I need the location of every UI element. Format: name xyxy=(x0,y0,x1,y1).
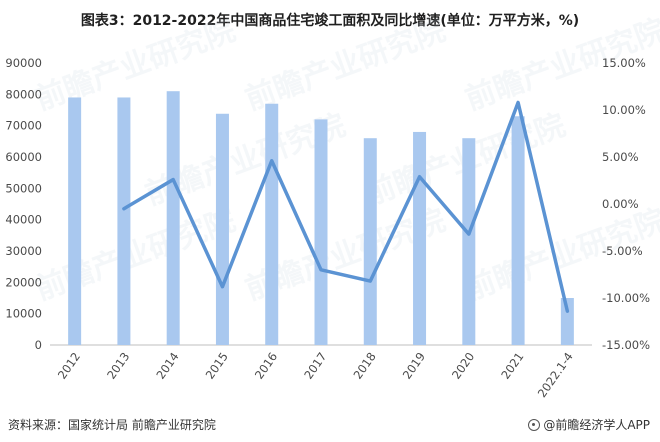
bar xyxy=(68,97,82,345)
left-axis-tick-label: 10000 xyxy=(5,307,42,321)
left-axis-ticks: 0 10000 20000 30000 40000 50000 60000 70000 8000… xyxy=(5,56,42,352)
x-axis-tick-label: 2020 xyxy=(449,350,477,382)
x-axis-tick-label: 2022.1-4 xyxy=(535,350,576,400)
left-axis-tick-label: 20000 xyxy=(5,275,42,289)
bar xyxy=(117,97,131,345)
left-axis-tick-label: 60000 xyxy=(5,150,42,164)
x-axis-tick-label: 2013 xyxy=(104,350,132,382)
brand-text: @前瞻经济学人APP xyxy=(543,418,650,432)
growth-line xyxy=(122,100,570,313)
left-axis-tick-label: 40000 xyxy=(5,213,42,227)
right-axis-tick-label: -5.00% xyxy=(602,244,643,258)
left-axis-tick-label: 0 xyxy=(35,338,42,352)
right-axis-tick-label: 0.00% xyxy=(602,197,639,211)
bar xyxy=(511,116,525,346)
x-axis-ticks: 2012 2013 2014 2015 2016 2017 2018 2019 2020 2021… xyxy=(55,350,576,400)
bar xyxy=(215,113,229,345)
qianzhan-logo-icon xyxy=(528,419,541,431)
x-axis-tick-label: 2015 xyxy=(203,350,231,382)
bar xyxy=(413,131,427,345)
bar xyxy=(363,138,377,345)
right-axis-tick-label: -10.00% xyxy=(602,291,650,305)
bar xyxy=(560,298,574,345)
left-axis-tick-label: 50000 xyxy=(5,181,42,195)
source-note: 资料来源：国家统计局 前瞻产业研究院 xyxy=(8,418,216,432)
x-axis-tick-label: 2018 xyxy=(350,350,378,382)
right-axis-tick-label: 10.00% xyxy=(602,103,646,117)
left-axis-tick-label: 70000 xyxy=(5,119,42,133)
x-axis-tick-label: 2019 xyxy=(400,350,428,382)
watermark-text: 前瞻产业研究院 xyxy=(241,13,450,118)
x-axis-tick-label: 2021 xyxy=(498,350,526,382)
x-axis-tick-label: 2014 xyxy=(153,350,181,382)
chart-title: 图表3：2012-2022年中国商品住宅竣工面积及同比增速(单位：万平方米，%) xyxy=(80,13,580,29)
x-axis-tick-label: 2017 xyxy=(301,350,329,382)
right-axis-ticks: -15.00% -10.00% -5.00% 0.00% 5.00% 10.00% 15.0… xyxy=(602,56,650,352)
x-axis-tick-label: 2016 xyxy=(252,350,280,382)
left-axis-tick-label: 30000 xyxy=(5,244,42,258)
bar xyxy=(462,138,476,345)
x-axis-tick-label: 2012 xyxy=(55,350,83,382)
right-axis-tick-label: 5.00% xyxy=(602,150,639,164)
bar xyxy=(314,119,328,346)
right-axis-tick-label: 15.00% xyxy=(602,56,646,70)
bar xyxy=(265,103,279,345)
left-axis-tick-label: 80000 xyxy=(5,87,42,101)
bar xyxy=(166,91,180,345)
left-axis-tick-label: 90000 xyxy=(5,56,42,70)
brand-credit: @前瞻经济学人APP xyxy=(528,416,650,433)
watermark-text: 前瞻产业研究院 xyxy=(31,13,240,118)
right-axis-tick-label: -15.00% xyxy=(602,338,650,352)
